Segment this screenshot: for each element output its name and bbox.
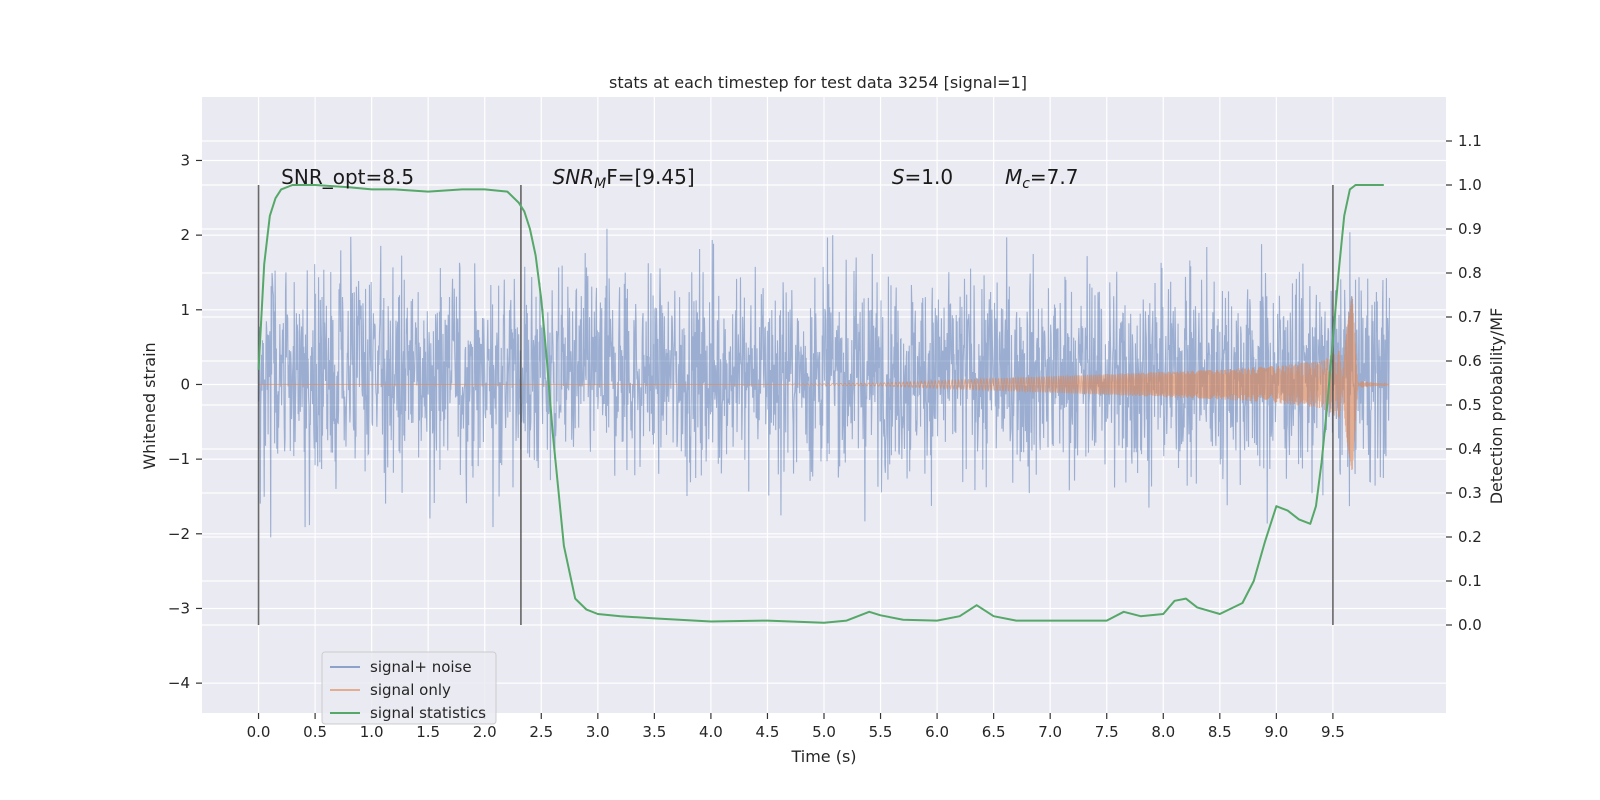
annotation-0: SNR_opt=8.5 bbox=[281, 165, 414, 189]
y-left-tick-label: −1 bbox=[168, 450, 190, 468]
y-left-tick-label: 1 bbox=[180, 301, 190, 319]
x-tick-label: 9.5 bbox=[1321, 723, 1345, 741]
y-left-tick-label: 3 bbox=[180, 151, 190, 169]
left-y-axis-ticks: 3 2 1 0 −1 −2 −3 −4 bbox=[168, 151, 202, 692]
right-y-axis-ticks: 1.1 1.0 0.9 0.8 0.7 0.6 0.5 0.4 0.3 0.2 0.1 0.0 bbox=[1446, 132, 1482, 634]
x-tick-label: 5.5 bbox=[869, 723, 893, 741]
signal-statistics-line bbox=[257, 184, 1384, 624]
x-tick-label: 2.5 bbox=[529, 723, 553, 741]
x-tick-label: 6.5 bbox=[982, 723, 1006, 741]
x-tick-label: 5.0 bbox=[812, 723, 836, 741]
x-tick-label: 1.5 bbox=[416, 723, 440, 741]
x-axis-label: Time (s) bbox=[790, 747, 856, 766]
legend-label: signal statistics bbox=[370, 704, 486, 722]
signal-only-series bbox=[258, 296, 1390, 471]
right-y-axis-label: Detection probability/MF bbox=[1487, 308, 1506, 505]
x-tick-label: 1.0 bbox=[360, 723, 384, 741]
y-right-tick-label: 1.1 bbox=[1458, 132, 1482, 150]
y-right-tick-label: 0.3 bbox=[1458, 484, 1482, 502]
x-tick-label: 7.5 bbox=[1095, 723, 1119, 741]
left-y-axis-label: Whitened strain bbox=[140, 342, 159, 469]
x-tick-label: 7.0 bbox=[1038, 723, 1062, 741]
annotation-2: S=1.0 bbox=[892, 165, 953, 189]
y-left-tick-label: 0 bbox=[180, 375, 190, 393]
y-left-tick-label: −2 bbox=[168, 525, 190, 543]
x-tick-label: 9.0 bbox=[1264, 723, 1288, 741]
x-tick-label: 8.0 bbox=[1151, 723, 1175, 741]
vertical-markers bbox=[257, 185, 1334, 625]
x-tick-label: 4.5 bbox=[756, 723, 780, 741]
signal-statistics-series bbox=[257, 184, 1384, 624]
y-right-tick-label: 0.7 bbox=[1458, 308, 1482, 326]
y-right-tick-label: 0.5 bbox=[1458, 396, 1482, 414]
y-right-tick-label: 0.1 bbox=[1458, 572, 1482, 590]
signal-noise-series bbox=[258, 228, 1390, 538]
legend-box bbox=[321, 651, 497, 725]
x-tick-label: 8.5 bbox=[1208, 723, 1232, 741]
y-right-tick-label: 0.6 bbox=[1458, 352, 1482, 370]
x-axis-ticks: 0.0 0.5 1.0 1.5 2.0 2.5 3.0 3.5 4.0 4.5 5.0 5.5 6.0 6… bbox=[247, 713, 1345, 741]
annotation-3: Mc=7.7 bbox=[1005, 165, 1079, 192]
y-left-tick-label: −3 bbox=[168, 599, 190, 617]
signal-only-line bbox=[258, 296, 1390, 471]
x-tick-label: 0.5 bbox=[303, 723, 327, 741]
legend-label: signal+ noise bbox=[370, 658, 472, 676]
x-tick-label: 2.0 bbox=[473, 723, 497, 741]
annotations: SNR_opt=8.5 SNRMF=[9.45] S=1.0 Mc=7.7 bbox=[281, 165, 1078, 192]
chart-title: stats at each timestep for test data 325… bbox=[609, 73, 1027, 92]
x-tick-label: 3.0 bbox=[586, 723, 610, 741]
y-right-tick-label: 1.0 bbox=[1458, 176, 1482, 194]
y-right-tick-label: 0.0 bbox=[1458, 616, 1482, 634]
legend: signal+ noise signal only signal statistic… bbox=[321, 651, 497, 725]
y-right-tick-label: 0.8 bbox=[1458, 264, 1482, 282]
x-tick-label: 6.0 bbox=[925, 723, 949, 741]
y-left-tick-label: 2 bbox=[180, 226, 190, 244]
y-right-tick-label: 0.9 bbox=[1458, 220, 1482, 238]
signal-noise-line bbox=[258, 228, 1390, 538]
annotation-1: SNRMF=[9.45] bbox=[553, 165, 695, 192]
y-left-tick-label: −4 bbox=[168, 674, 190, 692]
legend-label: signal only bbox=[370, 681, 451, 699]
y-right-tick-label: 0.4 bbox=[1458, 440, 1482, 458]
y-right-tick-label: 0.2 bbox=[1458, 528, 1482, 546]
x-tick-label: 3.5 bbox=[642, 723, 666, 741]
x-tick-label: 4.0 bbox=[699, 723, 723, 741]
x-tick-label: 0.0 bbox=[247, 723, 271, 741]
